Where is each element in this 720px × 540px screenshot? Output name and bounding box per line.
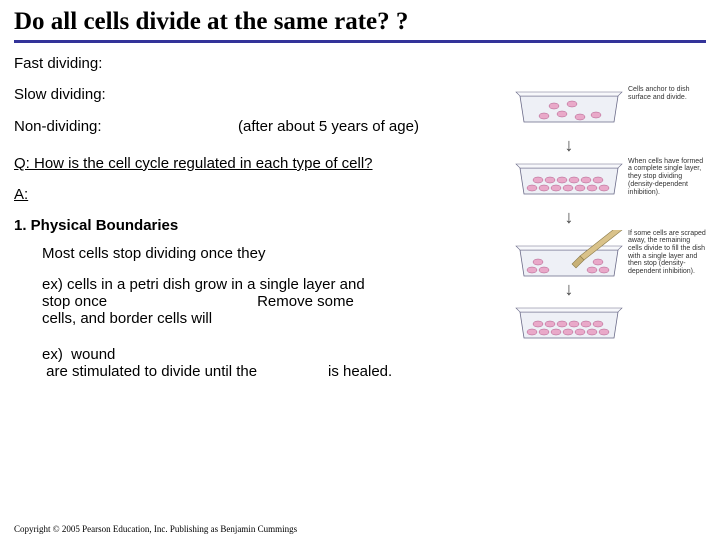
diagram-stage-1: Cells anchor to dish surface and divide.	[514, 86, 714, 132]
dish-icon-4	[514, 302, 624, 348]
example-2a: ex) wound	[42, 346, 120, 363]
diagram-stage-3: If some cells are scraped away, the rema…	[514, 230, 714, 276]
example-1-gap	[111, 293, 253, 310]
example-2b: are stimulated to divide until the	[42, 363, 261, 380]
anchorage-diagram: Cells anchor to dish surface and divide.…	[514, 86, 714, 354]
diagram-caption-1: Cells anchor to dish surface and divide.	[624, 86, 706, 101]
example-2c: is healed.	[324, 363, 392, 380]
diagram-stage-2: When cells have formed a complete single…	[514, 158, 714, 204]
example-2-gap1	[120, 346, 228, 363]
copyright-text: Copyright © 2005 Pearson Education, Inc.…	[14, 524, 297, 534]
example-2-gap2	[261, 363, 324, 380]
down-arrow-icon-2: ↓	[514, 208, 624, 228]
slide-title: Do all cells divide at the same rate? ?	[14, 8, 706, 43]
non-dividing-label: Non-dividing:	[14, 118, 238, 135]
slide: Do all cells divide at the same rate? ? …	[0, 0, 720, 540]
non-dividing-note: (after about 5 years of age)	[238, 118, 419, 135]
dish-icon-1	[514, 86, 624, 132]
example-1: ex) cells in a petri dish grow in a sing…	[42, 276, 382, 328]
diagram-stage-4	[514, 302, 714, 348]
down-arrow-icon-1: ↓	[514, 136, 624, 156]
dish-icon-3	[514, 230, 624, 276]
fast-dividing-line: Fast dividing:	[14, 55, 706, 72]
diagram-caption-3: If some cells are scraped away, the rema…	[624, 230, 706, 276]
dish-icon-2	[514, 158, 624, 204]
diagram-caption-2: When cells have formed a complete single…	[624, 158, 706, 196]
example-2: ex) wound are stimulated to divide until…	[42, 346, 402, 381]
